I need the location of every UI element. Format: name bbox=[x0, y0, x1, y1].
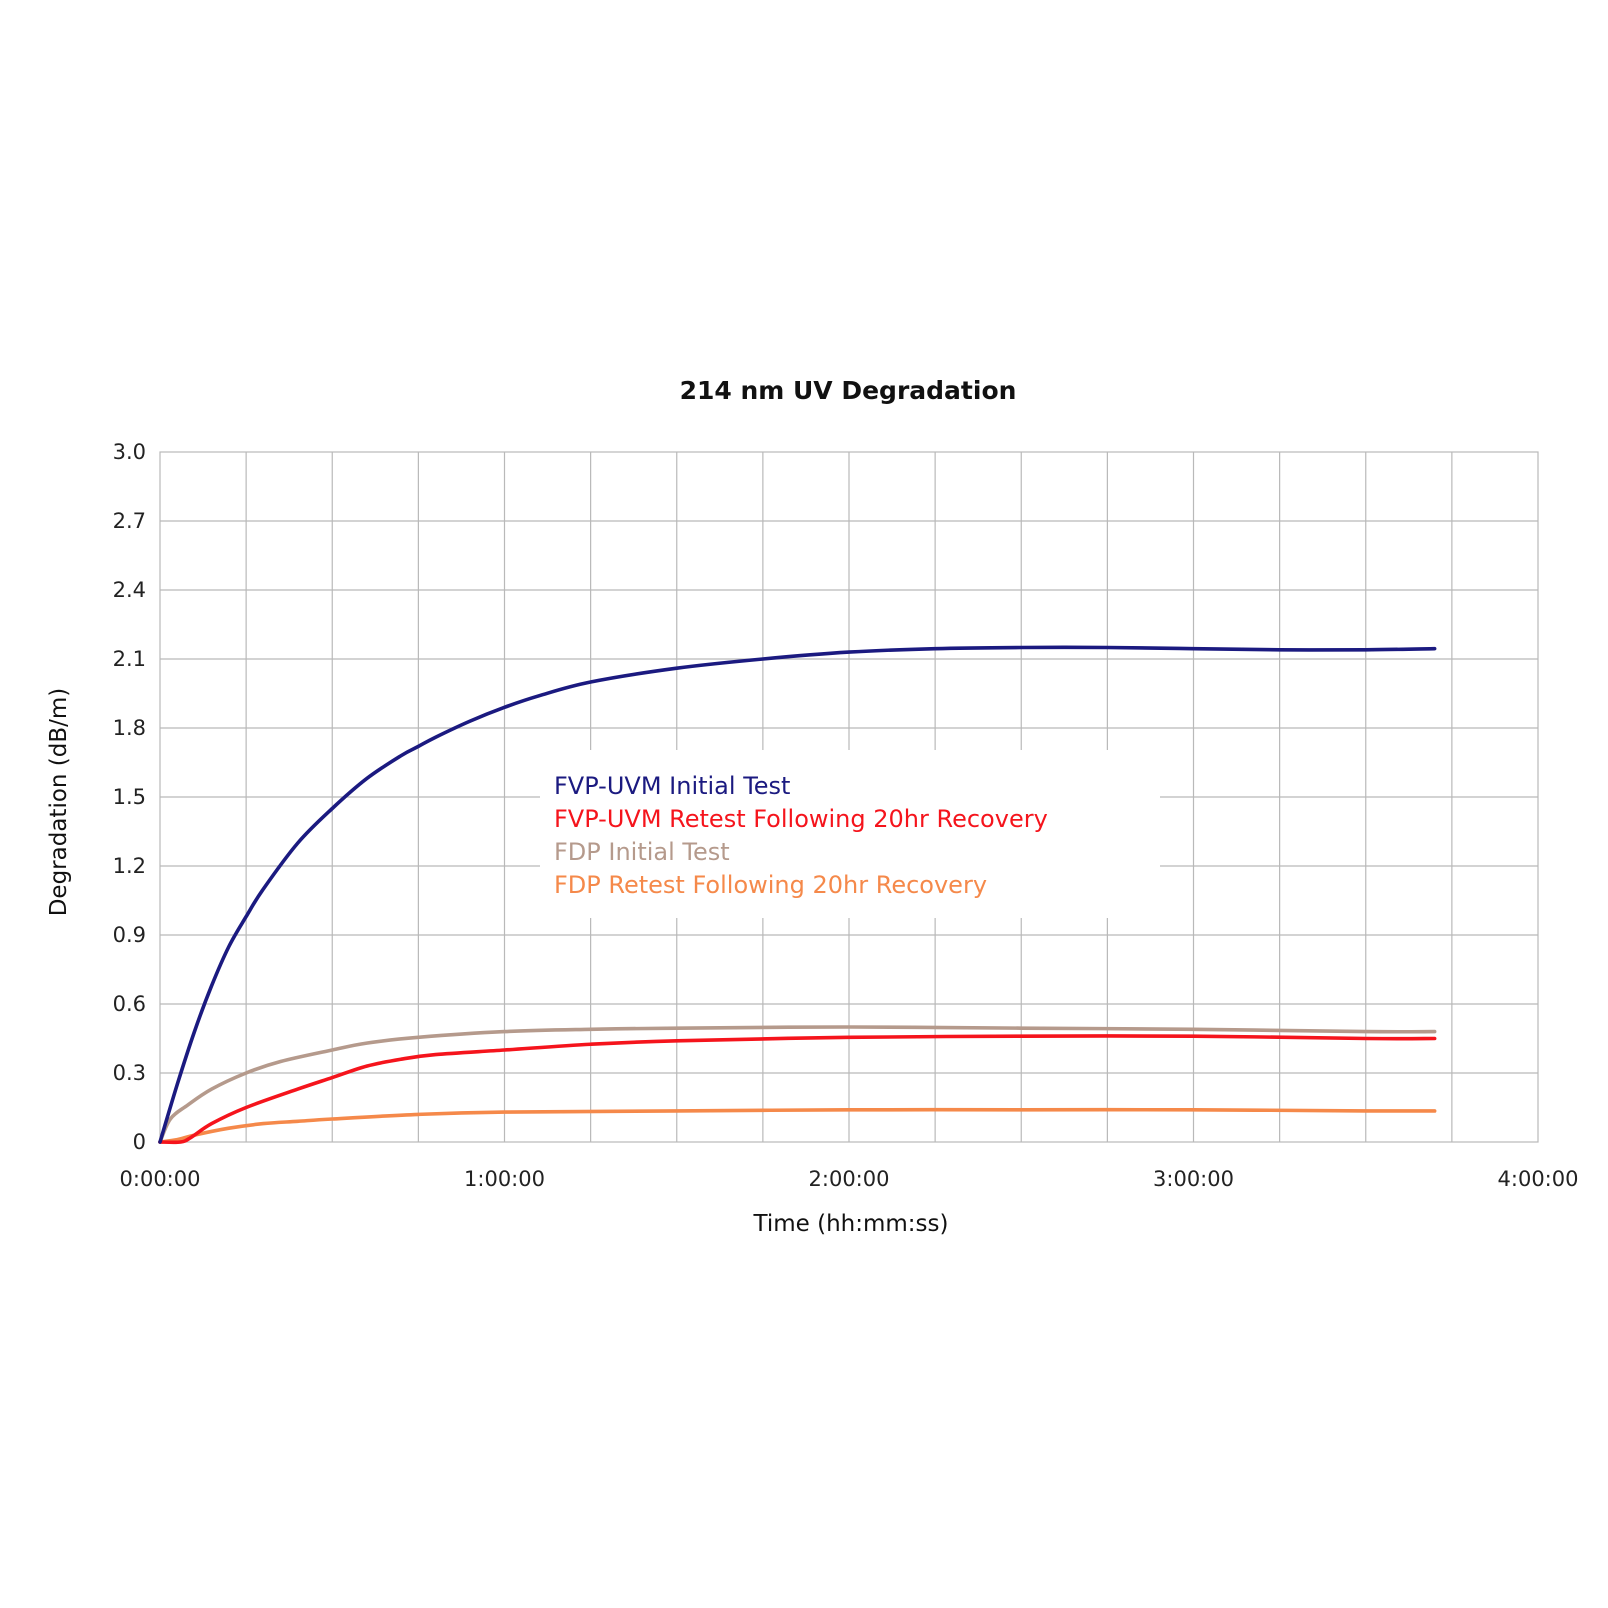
y-tick-label: 0.3 bbox=[113, 1061, 146, 1085]
y-tick-label: 0.6 bbox=[113, 992, 146, 1016]
y-tick-label: 1.2 bbox=[113, 854, 146, 878]
series-line-3 bbox=[158, 1025, 1437, 1144]
x-tick-label: 0:00:00 bbox=[120, 1167, 201, 1191]
gridlines bbox=[160, 452, 1538, 1142]
y-tick-label: 0.9 bbox=[113, 923, 146, 947]
y-tick-label: 2.7 bbox=[113, 509, 146, 533]
y-tick-label: 3.0 bbox=[113, 440, 146, 464]
y-tick-label: 1.5 bbox=[113, 785, 146, 809]
y-axis-ticks: 0 0.3 0.6 0.9 1.2 1.5 1.8 2.1 2.4 2.7 3.0 bbox=[113, 440, 146, 1154]
y-tick-label: 0 bbox=[133, 1130, 146, 1154]
x-tick-label: 1:00:00 bbox=[464, 1167, 545, 1191]
series-line-4 bbox=[158, 1107, 1437, 1144]
series-lines bbox=[158, 645, 1437, 1145]
chart-title: 214 nm UV Degradation bbox=[680, 376, 1017, 405]
series-line-1 bbox=[158, 645, 1437, 1144]
x-axis-ticks: 0:00:00 1:00:00 2:00:00 3:00:00 4:00:00 bbox=[120, 1167, 1579, 1191]
series-line-2 bbox=[158, 1034, 1437, 1145]
y-tick-label: 1.8 bbox=[113, 716, 146, 740]
y-tick-label: 2.1 bbox=[113, 647, 146, 671]
x-tick-label: 3:00:00 bbox=[1153, 1167, 1234, 1191]
legend-entry: FVP-UVM Initial Test bbox=[554, 772, 790, 800]
x-tick-label: 4:00:00 bbox=[1498, 1167, 1579, 1191]
legend-entry: FDP Initial Test bbox=[554, 838, 730, 866]
y-tick-label: 2.4 bbox=[113, 578, 146, 602]
legend-entry: FDP Retest Following 20hr Recovery bbox=[554, 871, 987, 899]
legend-entry: FVP-UVM Retest Following 20hr Recovery bbox=[554, 805, 1048, 833]
legend-box bbox=[540, 750, 1160, 918]
legend: FVP-UVM Initial Test FVP-UVM Retest Follo… bbox=[540, 750, 1160, 918]
x-axis-label: Time (hh:mm:ss) bbox=[753, 1211, 949, 1237]
plot-frame bbox=[159, 451, 1539, 1143]
y-axis-label: Degradation (dB/m) bbox=[46, 688, 72, 917]
x-tick-label: 2:00:00 bbox=[809, 1167, 890, 1191]
